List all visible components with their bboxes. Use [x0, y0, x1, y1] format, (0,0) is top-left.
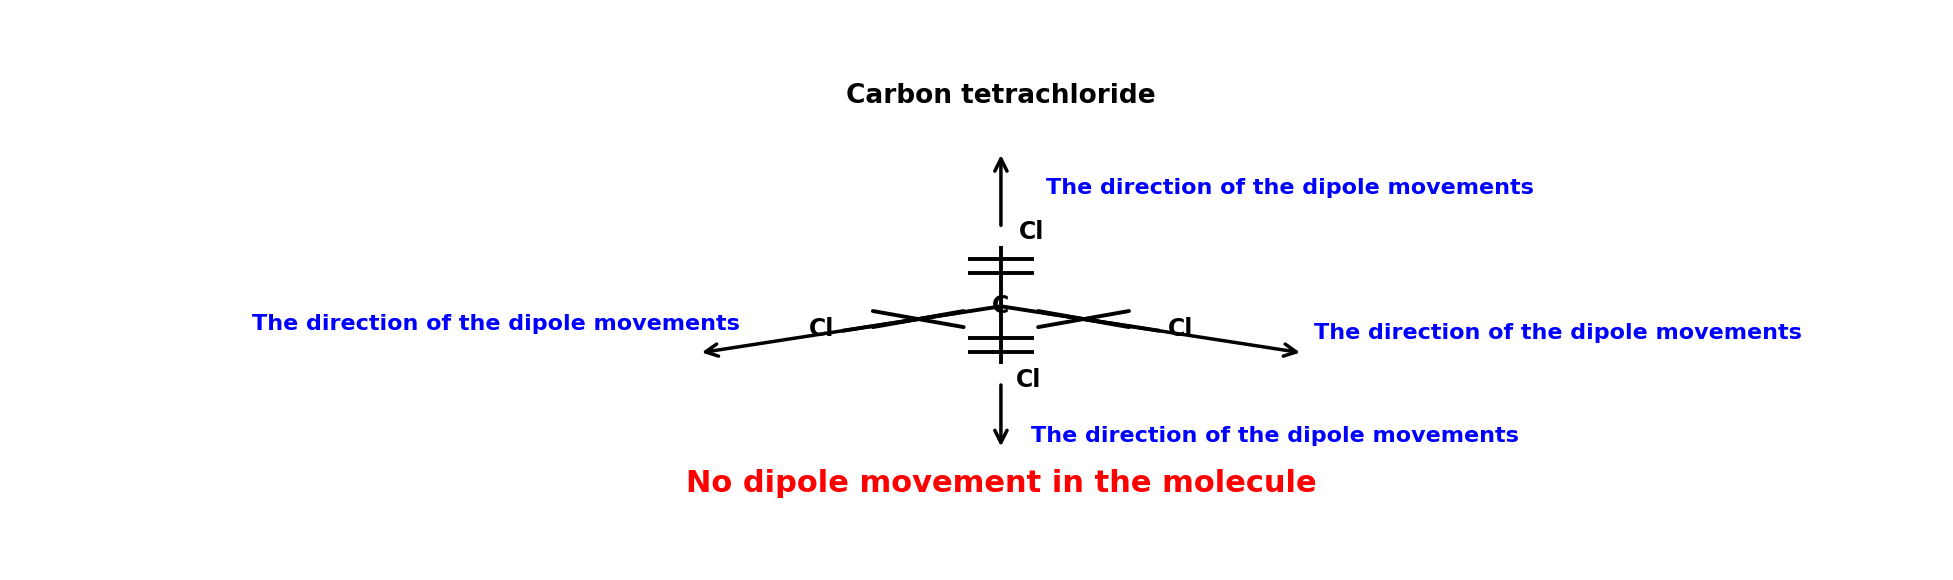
- Text: The direction of the dipole movements: The direction of the dipole movements: [1031, 426, 1519, 446]
- Text: Carbon tetrachloride: Carbon tetrachloride: [846, 83, 1156, 109]
- Text: Cl: Cl: [1019, 220, 1045, 244]
- Text: The direction of the dipole movements: The direction of the dipole movements: [1314, 323, 1801, 343]
- Text: No dipole movement in the molecule: No dipole movement in the molecule: [686, 469, 1316, 498]
- Text: Cl: Cl: [1168, 317, 1193, 340]
- Text: C: C: [992, 294, 1010, 318]
- Text: The direction of the dipole movements: The direction of the dipole movements: [252, 314, 740, 334]
- Text: The direction of the dipole movements: The direction of the dipole movements: [1047, 178, 1535, 198]
- Text: Cl: Cl: [809, 317, 834, 340]
- Text: Cl: Cl: [1016, 368, 1041, 392]
